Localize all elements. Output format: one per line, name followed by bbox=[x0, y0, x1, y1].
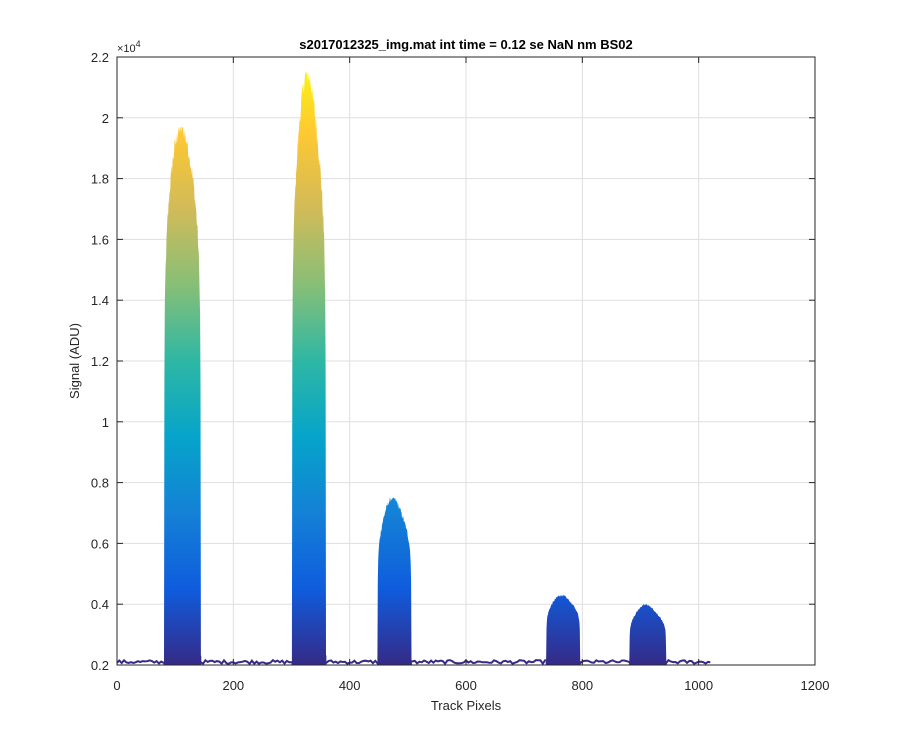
peak-5 bbox=[628, 604, 667, 665]
x-axis-label: Track Pixels bbox=[431, 698, 502, 713]
y-tick-label: 0.4 bbox=[91, 597, 109, 612]
y-exponent-power: 4 bbox=[136, 39, 141, 49]
y-axis-label: Signal (ADU) bbox=[67, 323, 82, 399]
y-tick-label: 2 bbox=[102, 111, 109, 126]
x-tick-label: 800 bbox=[571, 678, 593, 693]
axis-ticks: 0 200 400 600 800 1000 1200 0.2 0.4 0.6 0.8 1 1.2 1.4… bbox=[91, 50, 830, 693]
x-tick-label: 600 bbox=[455, 678, 477, 693]
x-tick-label: 1000 bbox=[684, 678, 713, 693]
y-tick-label: 1.2 bbox=[91, 354, 109, 369]
y-exponent-base: ×10 bbox=[117, 43, 136, 55]
y-tick-label: 1 bbox=[102, 415, 109, 430]
y-exponent-label: ×104 bbox=[117, 39, 141, 55]
series-marks bbox=[117, 72, 711, 665]
y-tick-label: 2.2 bbox=[91, 50, 109, 65]
peak-4 bbox=[545, 595, 581, 665]
chart-title: s2017012325_img.mat int time = 0.12 se N… bbox=[299, 37, 633, 52]
y-tick-label: 0.6 bbox=[91, 536, 109, 551]
x-tick-label: 1200 bbox=[801, 678, 830, 693]
x-tick-label: 200 bbox=[222, 678, 244, 693]
y-tick-label: 1.4 bbox=[91, 293, 109, 308]
grid-lines bbox=[117, 57, 815, 665]
peak-1 bbox=[163, 126, 202, 665]
y-tick-label: 1.8 bbox=[91, 172, 109, 187]
baseline-trace bbox=[117, 658, 711, 665]
y-tick-label: 0.8 bbox=[91, 476, 109, 491]
peak-3 bbox=[377, 497, 412, 665]
peak-2 bbox=[291, 72, 327, 665]
x-tick-label: 0 bbox=[113, 678, 120, 693]
y-tick-label: 1.6 bbox=[91, 232, 109, 247]
x-tick-label: 400 bbox=[339, 678, 361, 693]
y-tick-label: 0.2 bbox=[91, 658, 109, 673]
